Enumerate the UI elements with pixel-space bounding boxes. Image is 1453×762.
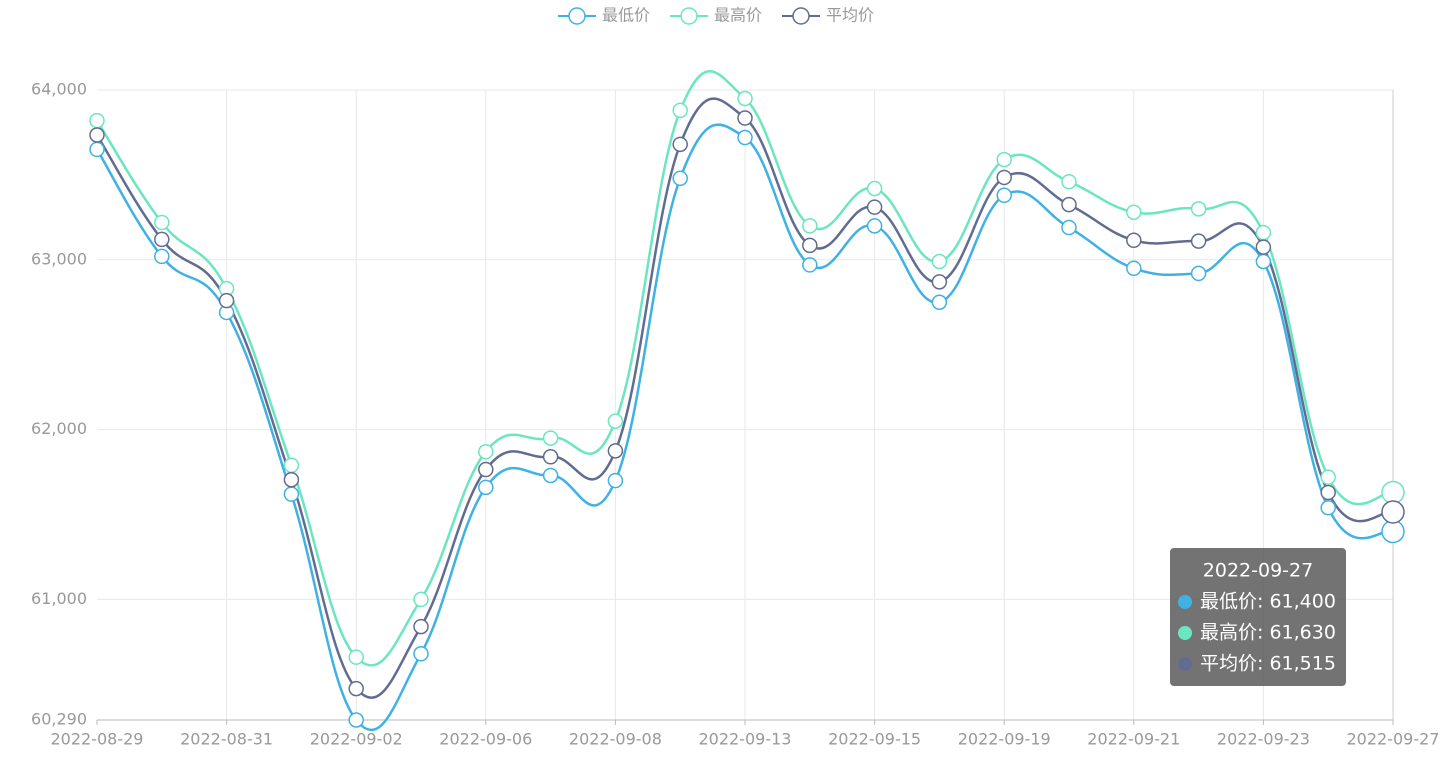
data-point [1061,173,1077,190]
x-tick-label: 2022-09-06 [439,730,532,749]
data-point [283,457,300,474]
data-point [802,237,818,254]
tooltip-box [1170,548,1346,686]
data-point [672,170,688,187]
data-point [1126,204,1142,221]
tooltip-title: 2022-09-27 [1203,560,1313,582]
data-point [283,471,300,488]
data-point [478,479,494,496]
data-point [607,443,624,459]
data-point [348,680,364,697]
data-point [89,112,105,129]
tooltip-marker [1178,657,1192,671]
data-point [802,218,818,234]
data-point [996,169,1012,186]
data-point [1126,260,1142,277]
data-point [348,649,364,665]
legend-item[interactable]: 平均价 [782,6,874,25]
legend-label: 最低价 [602,6,650,25]
data-point [931,274,948,290]
x-tick-label: 2022-08-29 [51,730,144,749]
data-point [1190,233,1207,249]
x-tick-label: 2022-09-21 [1087,730,1180,749]
x-tick-label: 2022-09-13 [699,730,792,749]
tooltip-line: 最高价: 61,630 [1200,622,1336,644]
data-point [866,180,883,197]
tooltip-line: 最低价: 61,400 [1200,591,1336,613]
data-point [1061,196,1077,213]
data-point [802,257,818,273]
data-point [478,461,494,478]
data-point [1320,469,1336,485]
legend-item[interactable]: 最低价 [558,6,650,25]
data-point [1381,480,1405,505]
data-point [866,199,883,215]
data-point [1190,201,1207,217]
legend-label: 最高价 [714,6,762,25]
x-tick-label: 2022-09-23 [1217,730,1310,749]
data-point [283,486,300,502]
data-point [672,136,688,153]
data-point [542,449,559,465]
data-point [542,430,559,446]
y-tick-label: 62,000 [31,419,87,438]
data-point [866,218,883,234]
x-tick-label: 2022-09-08 [569,730,662,749]
data-point [1320,484,1336,501]
legend-item[interactable]: 最高价 [670,6,762,25]
y-tick-label: 63,000 [31,249,87,268]
data-point [996,151,1012,168]
data-point [154,248,170,265]
x-tick-label: 2022-09-19 [958,730,1051,749]
data-point [413,618,429,635]
data-point [672,102,688,119]
data-point [1061,219,1077,236]
series-line [95,97,1394,699]
tooltip-line: 平均价: 61,515 [1200,653,1336,675]
x-tick-label: 2022-09-02 [310,730,403,749]
data-point [737,110,753,126]
data-point [931,253,948,270]
data-point [89,127,105,143]
data-point [1126,232,1142,249]
data-point [154,231,170,248]
legend-symbol [568,7,586,25]
series-line [95,123,1394,732]
x-tick-label: 2022-08-31 [180,730,273,749]
legend-symbol [792,7,810,25]
y-tick-label: 64,000 [31,80,87,99]
data-point [1320,499,1336,516]
data-point [1255,224,1272,241]
tooltip-marker [1178,626,1192,640]
data-point [931,294,948,311]
x-tick-label: 2022-09-15 [828,730,921,749]
data-point [154,214,170,231]
data-point [607,472,624,489]
legend-symbol [680,7,698,25]
data-point [1381,519,1405,544]
data-point [607,413,624,429]
data-point [89,141,105,158]
data-point [1381,500,1405,524]
legend-label: 平均价 [826,6,874,25]
data-point [996,187,1012,204]
data-point [737,90,753,107]
data-point [348,712,364,728]
y-tick-label: 60,290 [31,710,87,729]
tooltip-marker [1178,595,1192,609]
data-point [737,129,753,146]
data-point [1255,239,1272,255]
data-point [218,292,235,309]
data-point [413,591,429,608]
x-tick-label: 2022-09-27 [1347,730,1440,749]
tooltip: 2022-09-27 最低价: 61,400 最高价: 61,630 平均价: 61,… [1170,548,1346,686]
data-point [478,443,494,460]
data-point [1255,253,1272,270]
data-point [1190,265,1207,282]
data-point [413,646,429,662]
y-tick-label: 61,000 [31,589,87,608]
data-point [542,467,559,484]
